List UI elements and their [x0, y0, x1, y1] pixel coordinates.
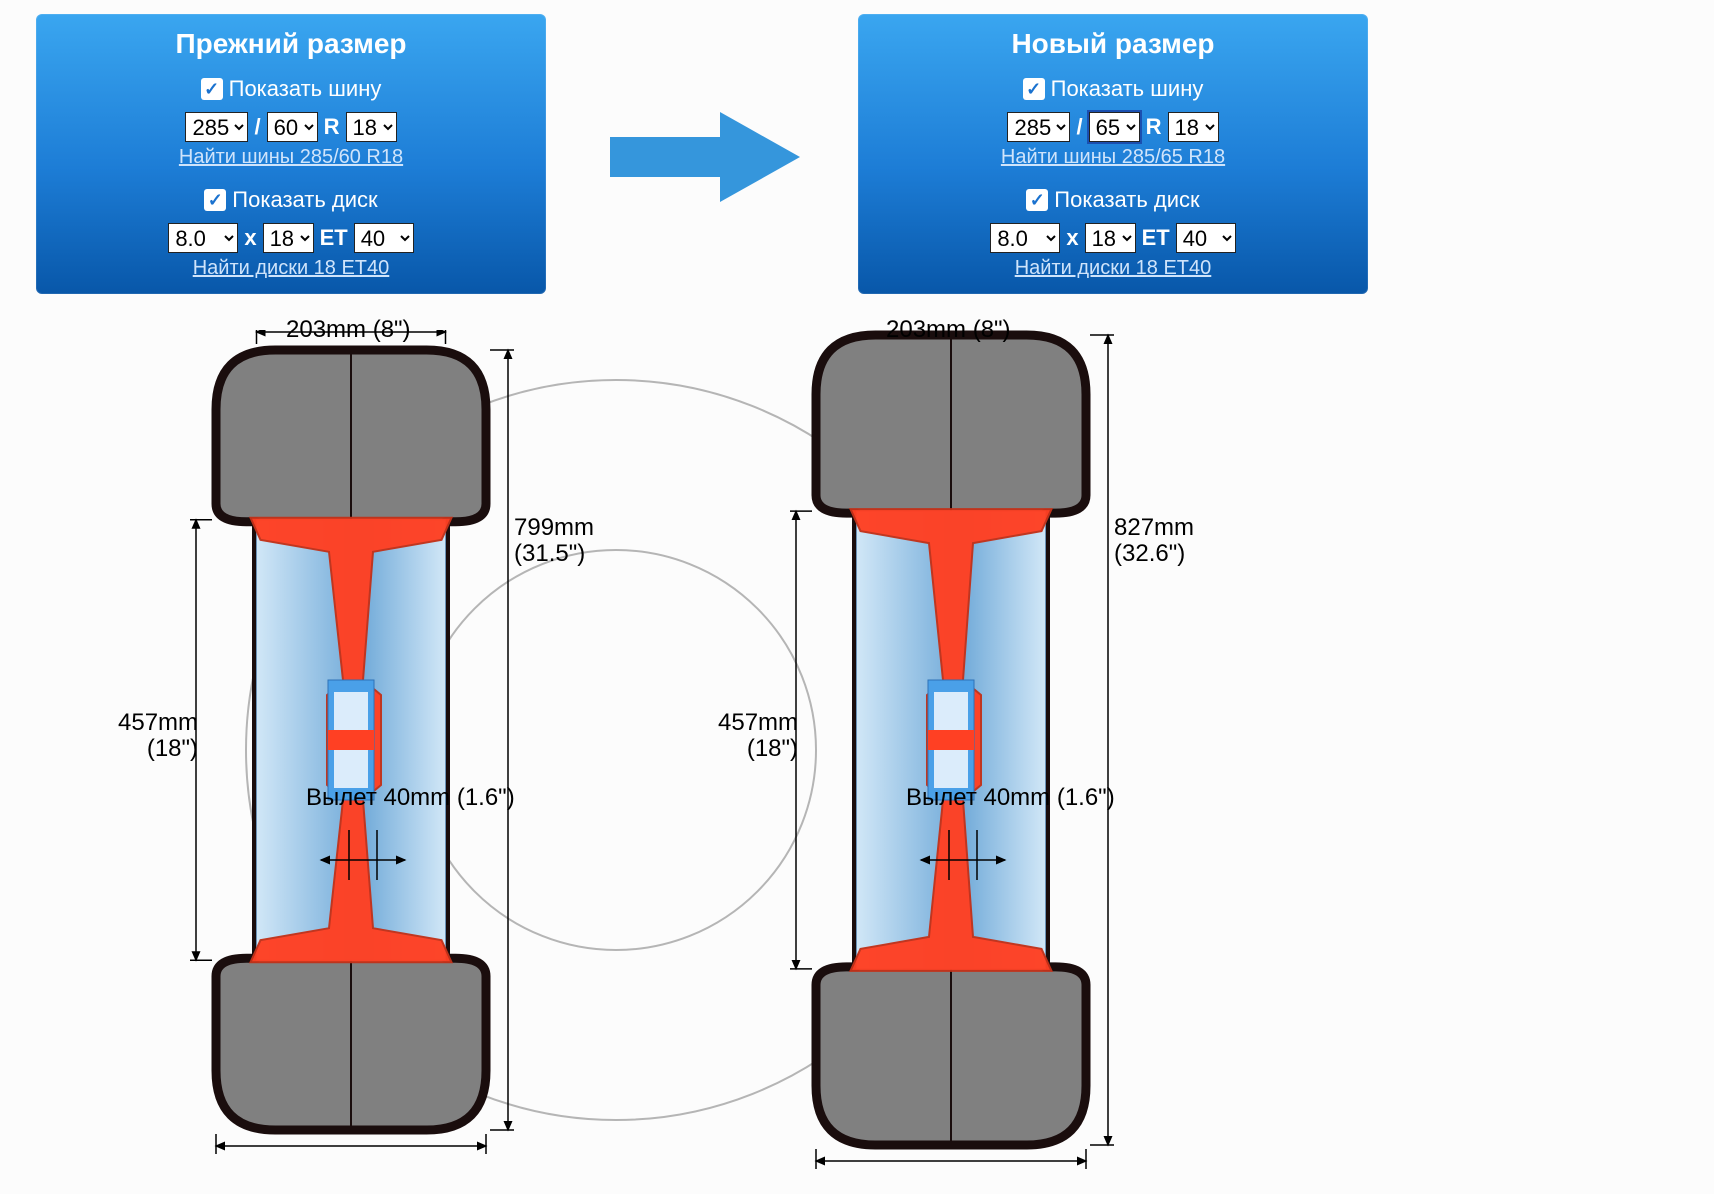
arrow-icon — [610, 112, 800, 202]
tire-slash-right: / — [1076, 114, 1082, 140]
select-tire-profile-right[interactable]: 65 — [1089, 112, 1140, 142]
row-disc-selects-right: 8.0 x 18 ET 40 — [858, 223, 1368, 253]
disc-x-right: x — [1066, 225, 1078, 251]
select-disc-diam-right[interactable]: 18 — [1085, 223, 1136, 253]
link-find-discs-right[interactable]: Найти диски 18 ET40 — [858, 257, 1368, 280]
label-show-tire-left: Показать шину — [229, 76, 382, 102]
row-tire-selects-left: 285 / 60 R 18 — [36, 112, 546, 142]
select-tire-diam-left[interactable]: 18 — [346, 112, 397, 142]
link-find-discs-left[interactable]: Найти диски 18 ET40 — [36, 257, 546, 280]
checkbox-show-tire-left[interactable]: ✓ — [201, 78, 223, 100]
row-show-tire-right: ✓ Показать шину — [858, 76, 1368, 102]
label-rim-diam-left: 457mm (18") — [118, 710, 198, 763]
select-tire-width-right[interactable]: 285 — [1007, 112, 1070, 142]
row-disc-selects-left: 8.0 x 18 ET 40 — [36, 223, 546, 253]
row-show-disc-left: ✓ Показать диск — [36, 187, 546, 213]
label-offset-left: Вылет 40mm (1.6") — [306, 785, 515, 811]
label-rim-width-left: 203mm (8") — [286, 317, 411, 343]
label-rim-diam-right: 457mm (18") — [718, 710, 798, 763]
select-tire-width-left[interactable]: 285 — [185, 112, 248, 142]
tire-r-right: R — [1146, 114, 1162, 140]
panel-new-size: Новый размер ✓ Показать шину 285 / 65 R … — [858, 14, 1368, 294]
row-tire-selects-right: 285 / 65 R 18 — [858, 112, 1368, 142]
row-show-disc-right: ✓ Показать диск — [858, 187, 1368, 213]
tire-comparison-diagram: 203mm (8") 799mm (31.5") 457mm (18") Выл… — [116, 330, 1366, 1170]
tire-r-left: R — [324, 114, 340, 140]
panel-old-size: Прежний размер ✓ Показать шину 285 / 60 … — [36, 14, 546, 294]
label-outer-h-right: 827mm (32.6") — [1114, 515, 1194, 568]
label-show-disc-left: Показать диск — [232, 187, 377, 213]
row-show-tire-left: ✓ Показать шину — [36, 76, 546, 102]
select-tire-diam-right[interactable]: 18 — [1168, 112, 1219, 142]
select-disc-diam-left[interactable]: 18 — [263, 223, 314, 253]
label-outer-h-left: 799mm (31.5") — [514, 515, 594, 568]
checkbox-show-disc-right[interactable]: ✓ — [1026, 189, 1048, 211]
label-rim-width-right: 203mm (8") — [886, 317, 1011, 343]
select-disc-width-left[interactable]: 8.0 — [168, 223, 238, 253]
select-disc-et-right[interactable]: 40 — [1176, 223, 1236, 253]
tire-slash-left: / — [254, 114, 260, 140]
select-tire-profile-left[interactable]: 60 — [267, 112, 318, 142]
panel-old-title: Прежний размер — [36, 14, 546, 66]
checkbox-show-tire-right[interactable]: ✓ — [1023, 78, 1045, 100]
link-find-tires-left[interactable]: Найти шины 285/60 R18 — [36, 146, 546, 169]
checkbox-show-disc-left[interactable]: ✓ — [204, 189, 226, 211]
select-disc-width-right[interactable]: 8.0 — [990, 223, 1060, 253]
label-show-disc-right: Показать диск — [1054, 187, 1199, 213]
disc-et-label-left: ET — [320, 225, 348, 251]
label-show-tire-right: Показать шину — [1051, 76, 1204, 102]
panel-new-title: Новый размер — [858, 14, 1368, 66]
select-disc-et-left[interactable]: 40 — [354, 223, 414, 253]
label-offset-right: Вылет 40mm (1.6") — [906, 785, 1115, 811]
link-find-tires-right[interactable]: Найти шины 285/65 R18 — [858, 146, 1368, 169]
disc-et-label-right: ET — [1142, 225, 1170, 251]
disc-x-left: x — [244, 225, 256, 251]
